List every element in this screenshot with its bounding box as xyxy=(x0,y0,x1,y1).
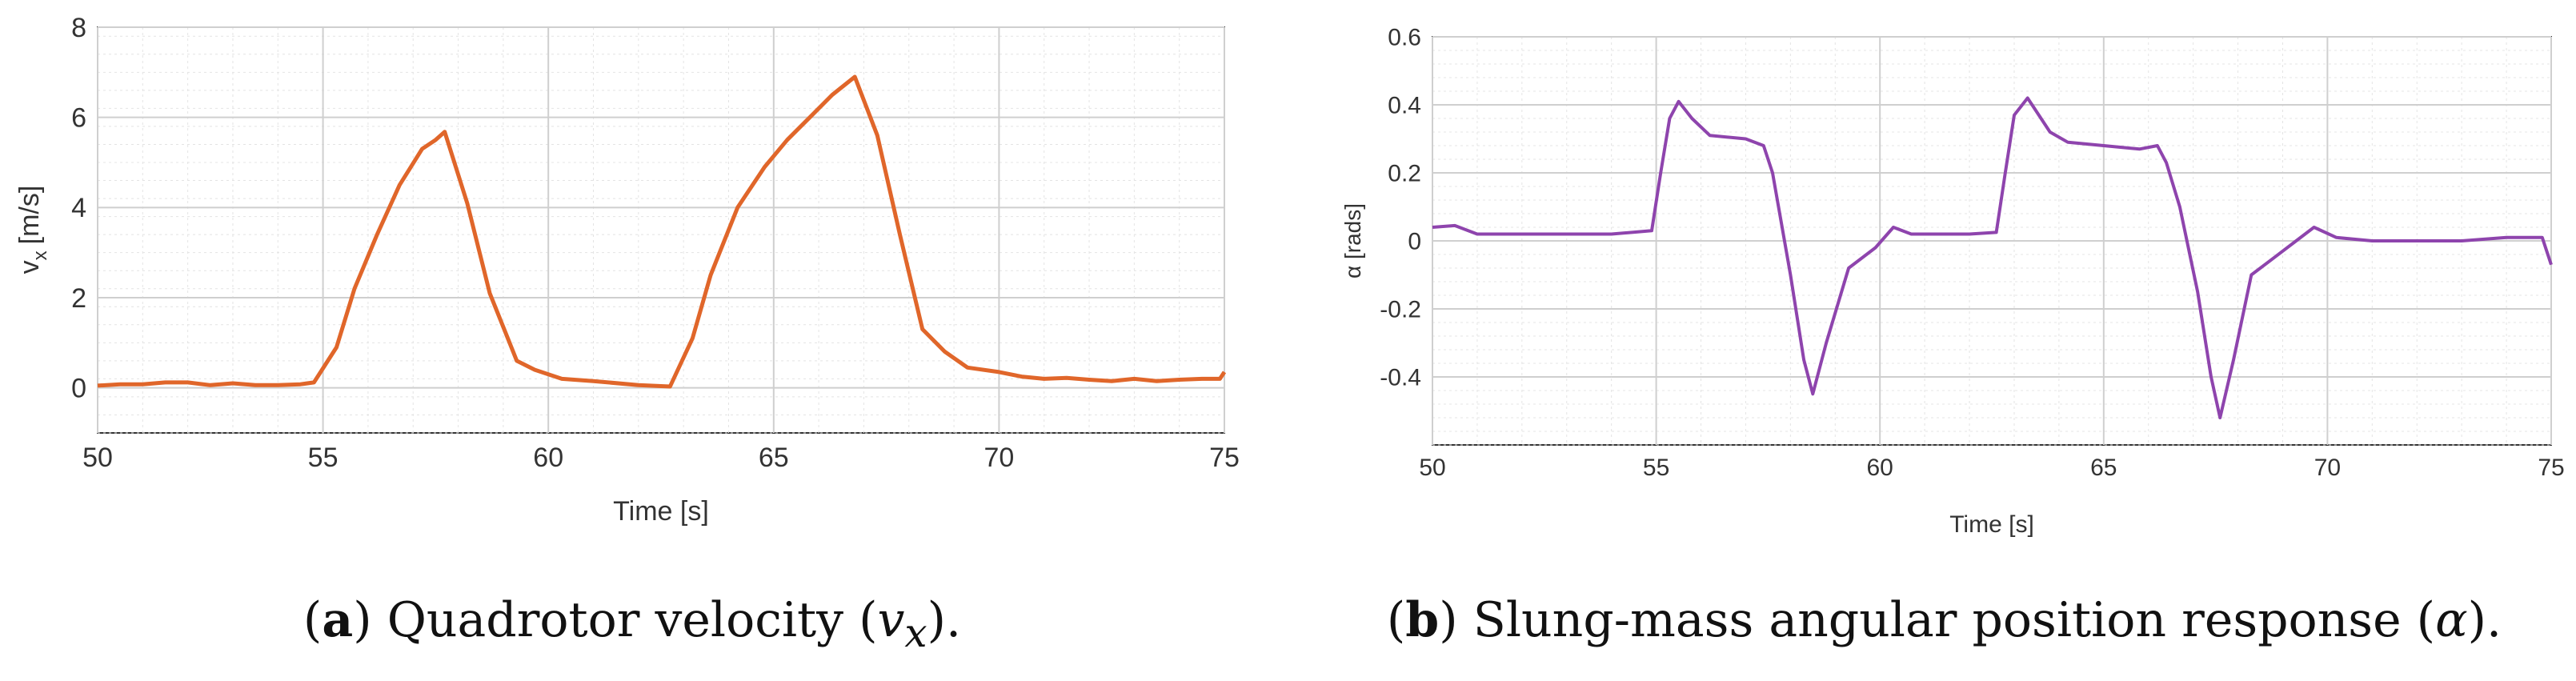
x-tick-label: 55 xyxy=(308,443,339,473)
x-tick-label: 70 xyxy=(984,443,1014,473)
panel-b-chart: 50 55 60 65 70 75 -0.4 -0.2 0 0.2 0.4 0.6 Time [s]… xyxy=(1340,25,2565,539)
x-axis-label-b: Time [s] xyxy=(1949,511,2034,538)
x-axis-ticks-b: 50 55 60 65 70 75 xyxy=(1419,455,2564,481)
x-tick-label: 75 xyxy=(1209,443,1240,473)
x-tick-label: 50 xyxy=(82,443,113,473)
caption-b: (b) Slung-mass angular position response… xyxy=(1386,592,2502,648)
y-tick-label: 0.4 xyxy=(1388,93,1421,119)
y-tick-label: -0.2 xyxy=(1380,297,1421,323)
x-axis-label-a: Time [s] xyxy=(613,496,709,527)
x-tick-label: 65 xyxy=(759,443,789,473)
y-axis-ticks-a: 0 2 4 6 8 xyxy=(71,13,86,404)
y-axis-label-b: α [rads] xyxy=(1340,203,1365,278)
y-tick-label: 4 xyxy=(71,193,86,223)
y-tick-label: 8 xyxy=(71,13,86,43)
plot-area-a xyxy=(97,26,1225,434)
y-tick-label: -0.4 xyxy=(1380,365,1421,391)
x-tick-label: 70 xyxy=(2314,455,2341,481)
x-tick-label: 75 xyxy=(2538,455,2564,481)
series-line-angle xyxy=(1432,96,2553,419)
y-tick-label: 6 xyxy=(71,103,86,134)
grid-a xyxy=(97,26,1225,434)
y-tick-label: 0 xyxy=(71,374,86,404)
y-tick-label: 0.6 xyxy=(1388,25,1421,51)
series-line-velocity xyxy=(97,74,1227,389)
y-axis-label-a: vx[m/s] xyxy=(14,186,51,274)
y-tick-label: 2 xyxy=(71,283,86,314)
y-axis-ticks-b: -0.4 -0.2 0 0.2 0.4 0.6 xyxy=(1380,25,1421,391)
x-tick-label: 55 xyxy=(1643,455,1669,481)
x-tick-label: 60 xyxy=(1867,455,1893,481)
caption-a: (a) Quadrotor velocity (vx). xyxy=(302,592,962,656)
x-tick-label: 50 xyxy=(1419,455,1445,481)
y-tick-label: 0.2 xyxy=(1388,161,1421,187)
y-tick-label: 0 xyxy=(1408,229,1421,255)
x-axis-ticks-a: 50 55 60 65 70 75 xyxy=(82,443,1240,473)
x-tick-label: 65 xyxy=(2090,455,2117,481)
panel-a-chart: 50 55 60 65 70 75 0 2 4 6 8 Time [s] vx[m/s] xyxy=(14,13,1240,527)
x-tick-label: 60 xyxy=(533,443,563,473)
